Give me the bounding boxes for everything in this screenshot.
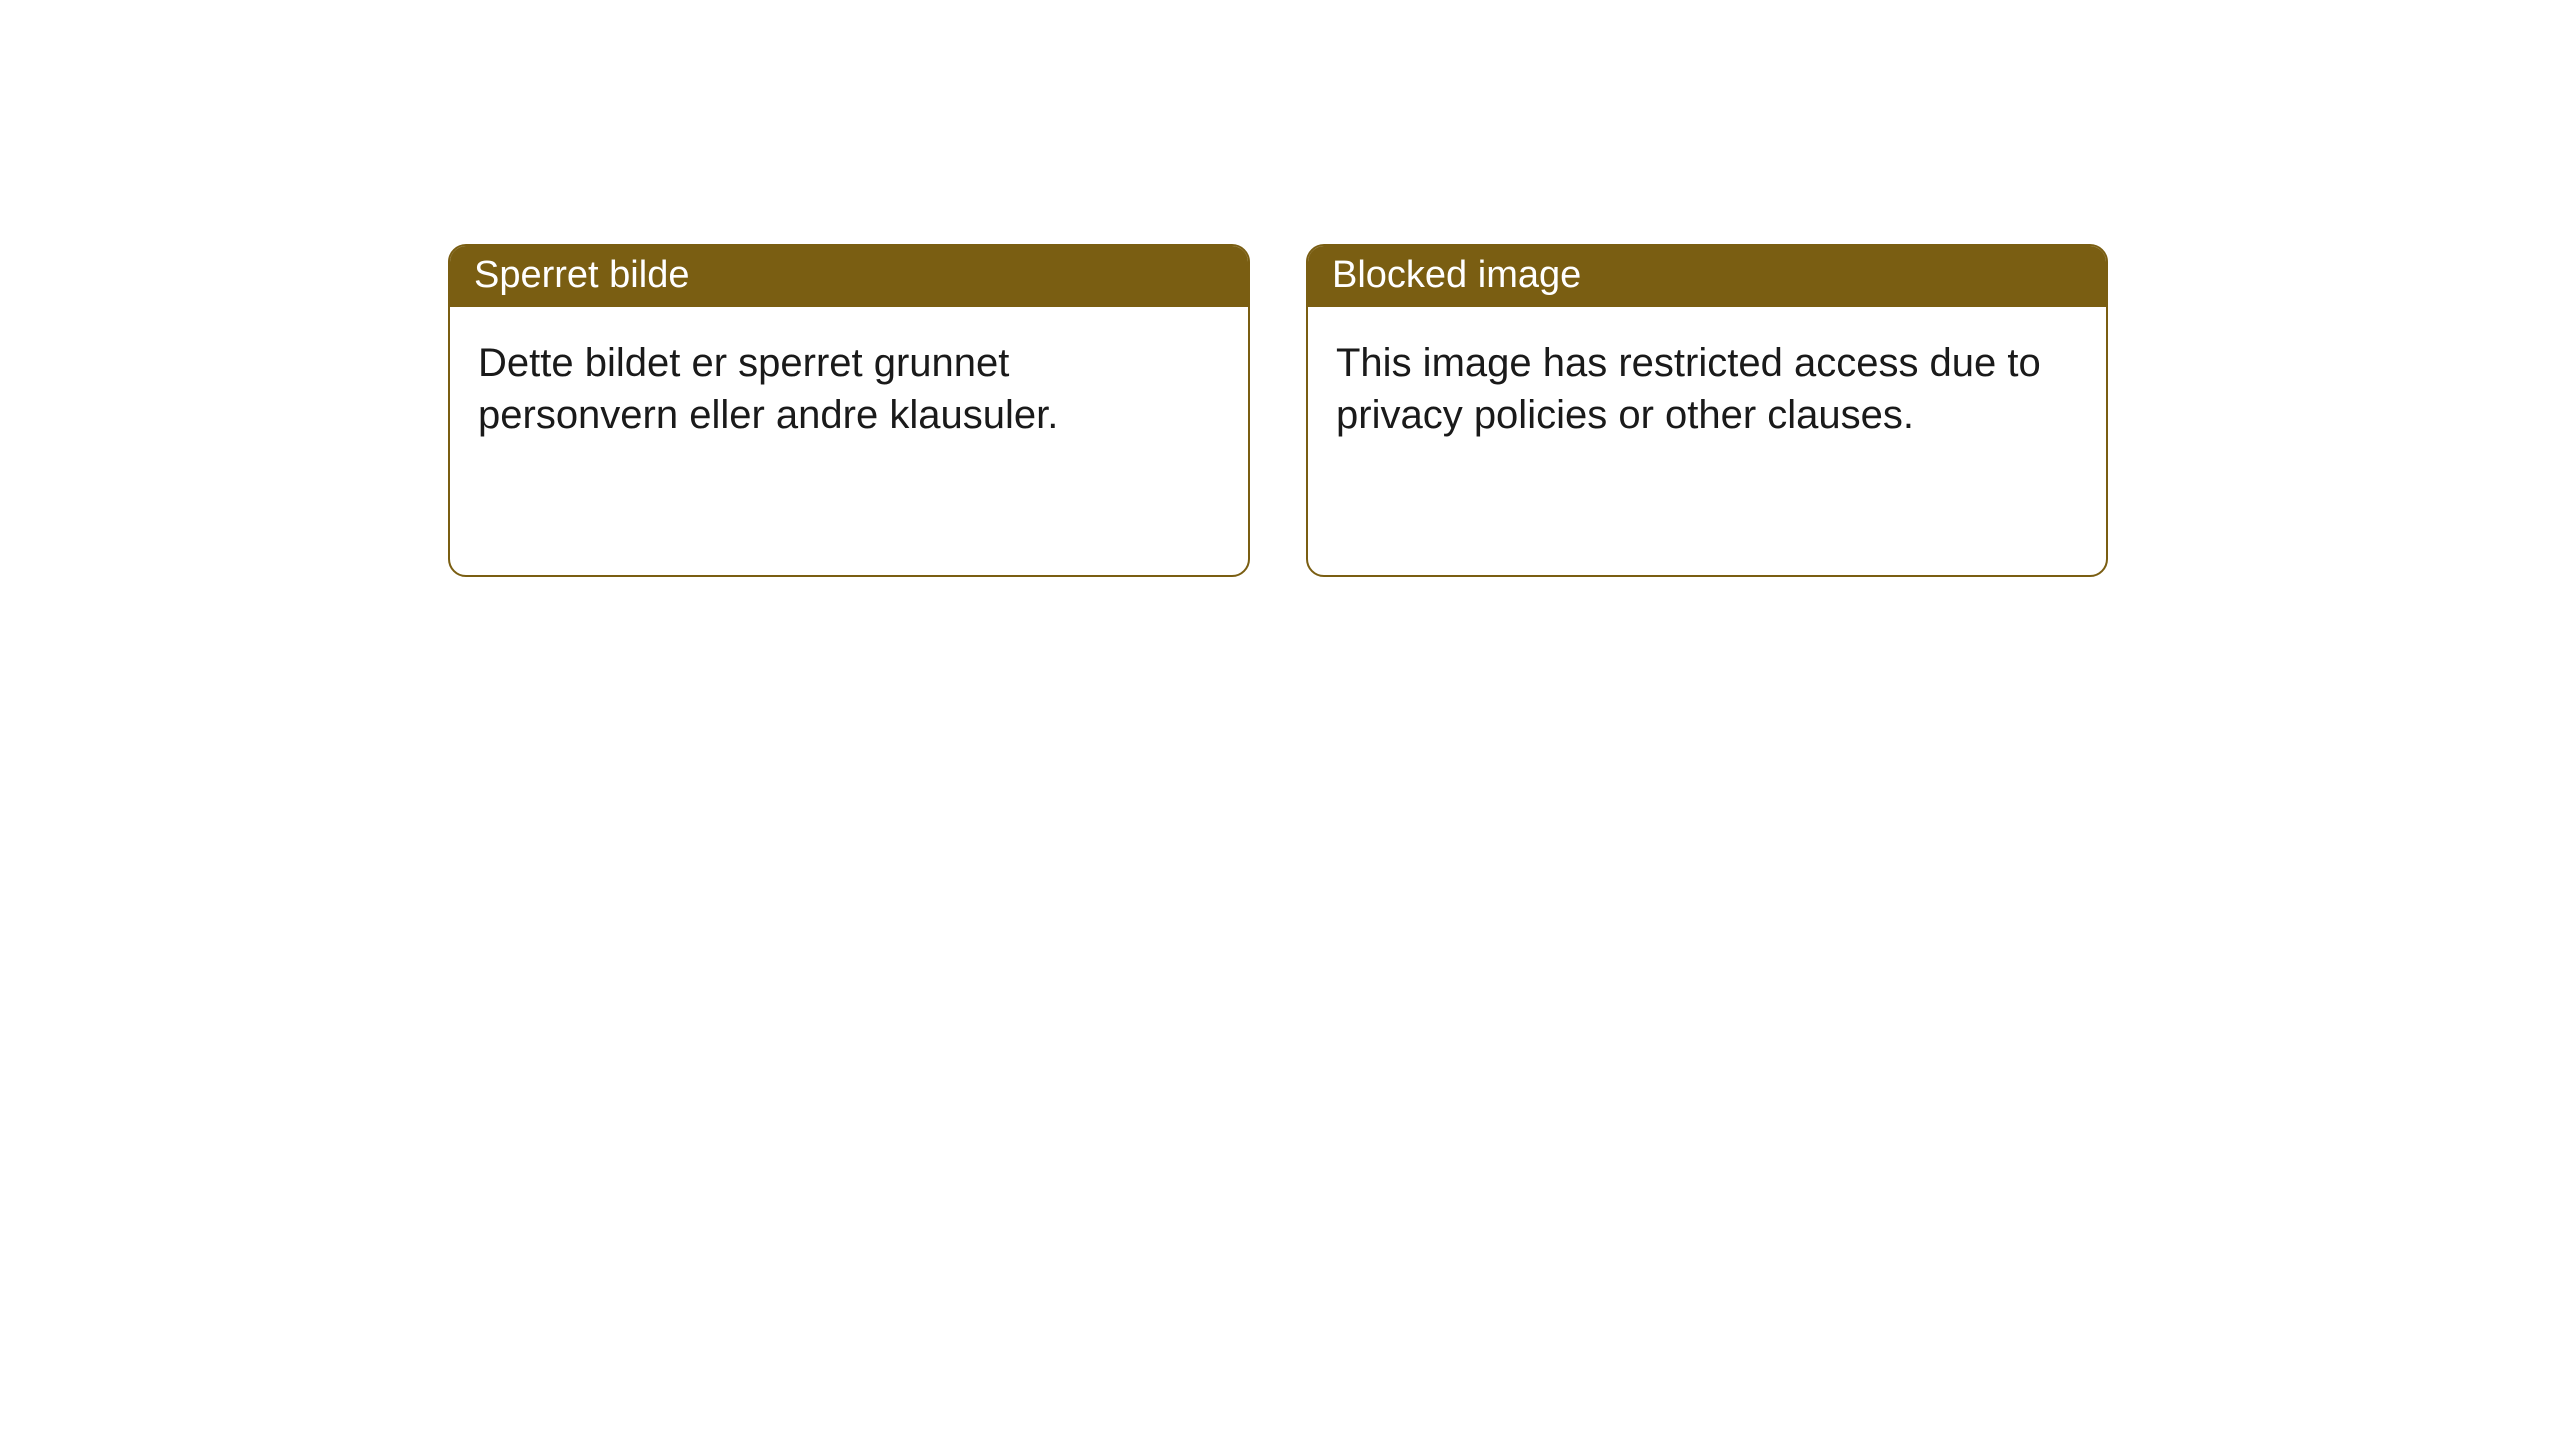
notice-card-norwegian: Sperret bilde Dette bildet er sperret gr… [448,244,1250,577]
notice-body: Dette bildet er sperret grunnet personve… [450,307,1248,575]
notice-container: Sperret bilde Dette bildet er sperret gr… [0,0,2560,577]
notice-card-english: Blocked image This image has restricted … [1306,244,2108,577]
notice-header: Sperret bilde [450,246,1248,307]
notice-body: This image has restricted access due to … [1308,307,2106,575]
notice-header: Blocked image [1308,246,2106,307]
